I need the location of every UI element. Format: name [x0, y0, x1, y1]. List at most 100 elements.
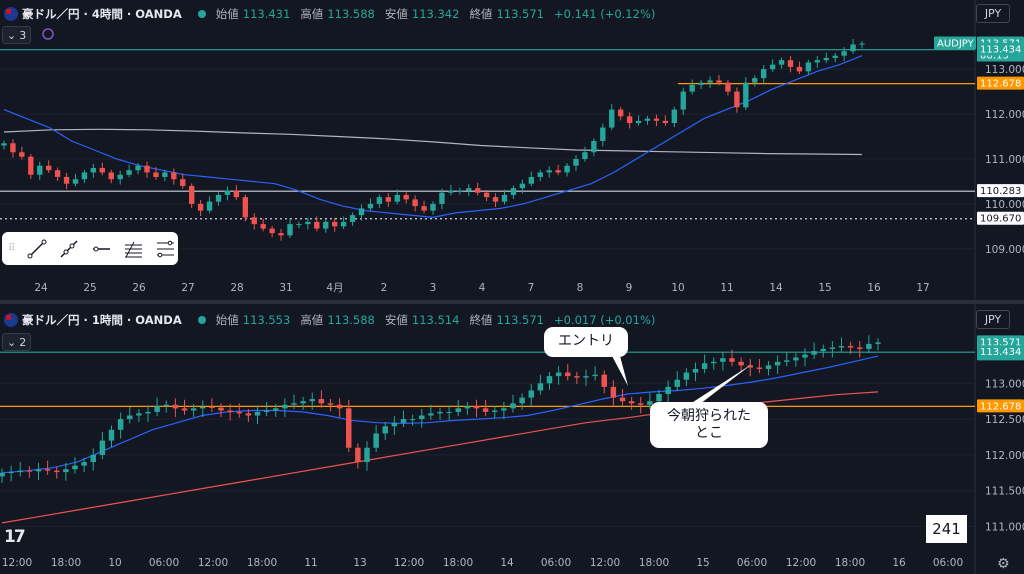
x-tick-label: 9: [626, 282, 633, 294]
candle-body: [349, 215, 356, 222]
y-tick-label: 109.000: [985, 244, 1024, 256]
x-tick-label: 3: [430, 282, 437, 294]
candle-body: [181, 408, 188, 411]
horizontal-ray-icon[interactable]: [90, 238, 112, 260]
candle-body: [457, 190, 463, 192]
candle-body: [154, 406, 160, 412]
ray-icon[interactable]: [58, 238, 80, 260]
x-tick-label: 4: [479, 282, 486, 294]
candle-body: [260, 224, 266, 229]
candle-body: [671, 109, 677, 124]
top-panel-legend[interactable]: 豪ドル／円 · 4時間 · OANDA 始値 113.431 高値 113.588 …: [4, 5, 655, 23]
parallel-channel-icon[interactable]: [154, 238, 176, 260]
indicator-count: 3: [19, 28, 27, 42]
candle-body: [583, 376, 589, 378]
candle-body: [367, 203, 374, 209]
candle-body: [565, 372, 571, 377]
candle-body: [336, 404, 343, 409]
candle-body: [17, 470, 23, 473]
bottom-panel-legend[interactable]: 豪ドル／円 · 1時間 · OANDA 始値 113.553 高値 113.588 …: [4, 311, 655, 329]
drag-handle-icon[interactable]: ⠿: [8, 243, 16, 254]
candle-body: [428, 413, 434, 416]
price-tag: [977, 399, 1024, 413]
candle-body: [26, 470, 33, 472]
candle-body: [72, 465, 78, 470]
candle-body: [653, 118, 660, 121]
candle-body: [656, 394, 662, 402]
x-tick-label: 11: [720, 282, 733, 294]
fast-moving-average-line: [3, 55, 863, 219]
x-tick-label: 25: [83, 282, 96, 294]
open-value: 113.431: [242, 7, 291, 21]
candle-body: [305, 221, 311, 225]
y-tick-label: 111.000: [985, 522, 1024, 534]
candle-body: [391, 422, 398, 427]
candle-body: [382, 426, 388, 434]
candle-body: [847, 346, 854, 348]
candle-body: [364, 447, 370, 463]
drawing-toolbar[interactable]: ⠿: [2, 232, 178, 265]
candle-body: [537, 172, 543, 177]
candle-body: [0, 472, 5, 477]
bottom-indicator-toggle[interactable]: ⌄ 2: [2, 333, 32, 351]
candle-body: [300, 401, 306, 404]
candle-body: [90, 454, 96, 463]
candle-body: [314, 221, 320, 229]
x-tick-label: 18:00: [51, 557, 81, 569]
x-tick-label: 12:00: [786, 557, 816, 569]
candle-body: [866, 343, 872, 349]
candle-body: [144, 165, 150, 173]
x-tick-label: 26: [132, 282, 146, 294]
close-label: 終値: [469, 313, 493, 327]
candle-body: [46, 165, 52, 171]
candle-body: [99, 167, 105, 173]
x-tick-label: 16: [867, 282, 881, 294]
candle-body: [592, 374, 598, 377]
settings-gear-icon[interactable]: ⚙: [997, 556, 1010, 572]
bottom-currency-button[interactable]: JPY: [976, 310, 1010, 329]
fib-retracement-icon[interactable]: [122, 238, 144, 260]
candle-body: [683, 372, 690, 380]
aud-flag-icon: [4, 313, 18, 327]
candle-body: [601, 374, 607, 387]
x-tick-label: 7: [528, 282, 535, 294]
y-tick-label: 110.000: [985, 199, 1024, 211]
candle-body: [81, 462, 87, 466]
change-value: +0.141 (+0.12%): [554, 7, 656, 21]
x-tick-label: 18:00: [247, 557, 277, 569]
candle-body: [591, 141, 597, 153]
trend-line-icon[interactable]: [26, 238, 48, 260]
candle-body: [555, 170, 561, 173]
candle-body: [35, 469, 42, 472]
candle-body: [254, 411, 261, 416]
candle-body: [63, 176, 70, 184]
candle-body: [403, 194, 409, 200]
y-tick-label: 112.000: [985, 450, 1024, 462]
candle-body: [412, 199, 418, 207]
candle-body: [419, 415, 425, 420]
candle-body: [19, 152, 25, 157]
candle-body: [448, 190, 454, 193]
candle-body: [747, 365, 753, 368]
candle-body: [857, 347, 863, 349]
entry-callout: エントリ: [544, 327, 628, 357]
candle-body: [752, 78, 758, 83]
candle-body: [838, 346, 845, 348]
top-currency-button[interactable]: JPY: [976, 4, 1010, 23]
x-tick-label: 15: [818, 282, 831, 294]
price-tag-label: AUDJPY: [937, 39, 975, 50]
slow-moving-average-line: [3, 128, 863, 156]
candle-body: [820, 348, 826, 352]
top-indicator-toggle[interactable]: ⌄ 3: [2, 26, 32, 44]
change-value: +0.017 (+0.01%): [554, 313, 656, 327]
candle-body: [644, 118, 651, 121]
candle-body: [574, 376, 580, 378]
candle-body: [832, 55, 838, 58]
price-tag-label: 109.670: [980, 214, 1021, 225]
candle-body: [291, 403, 297, 405]
candle-body: [197, 203, 204, 211]
x-tick-label: 18:00: [835, 557, 865, 569]
candle-body: [421, 206, 427, 211]
candle-body: [564, 165, 570, 173]
